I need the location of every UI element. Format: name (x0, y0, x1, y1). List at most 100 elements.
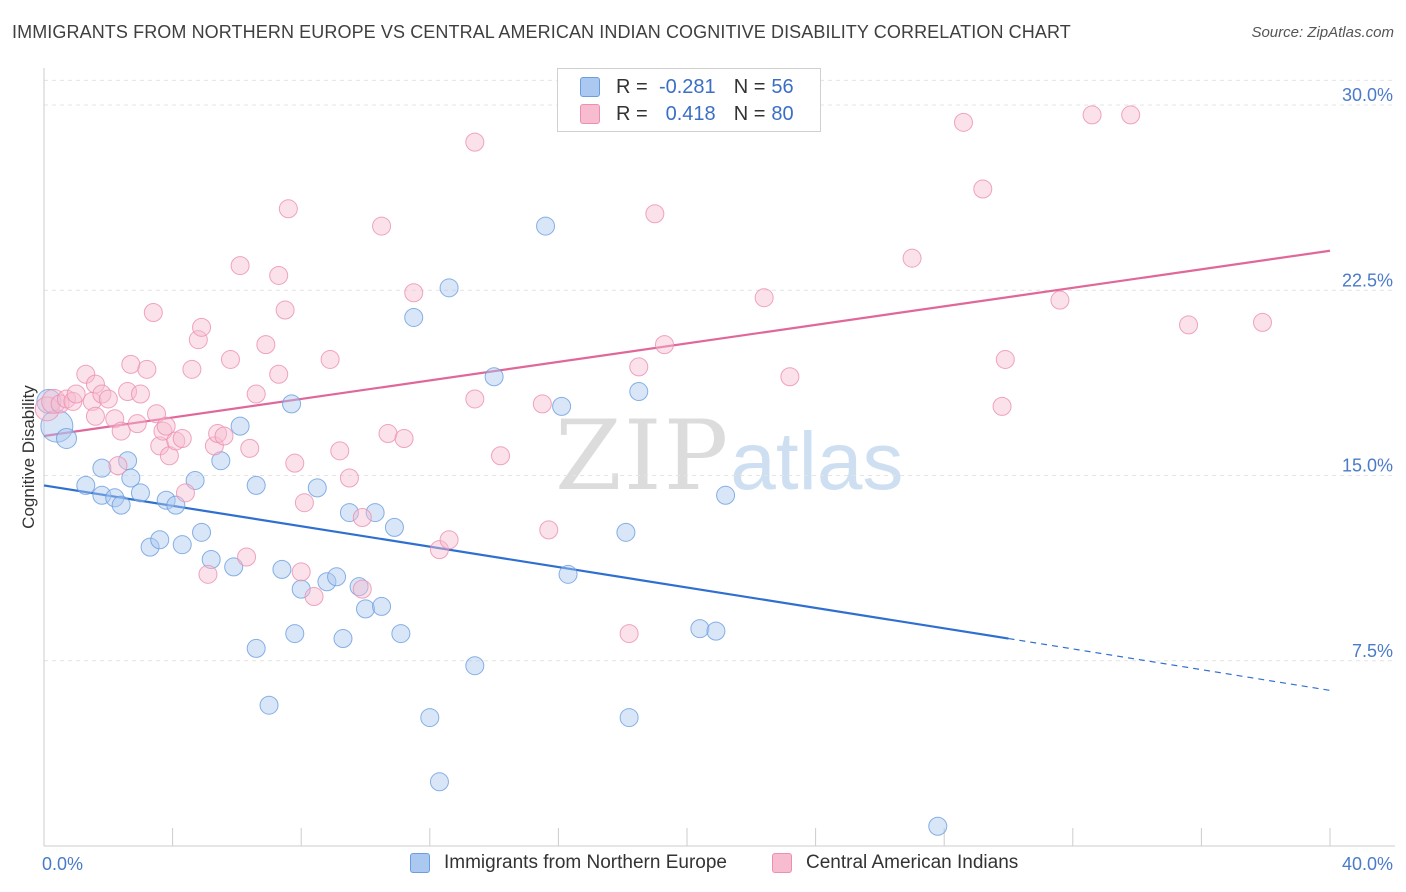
data-point (140, 537, 160, 557)
data-point (111, 495, 131, 515)
data-point (1082, 105, 1102, 125)
data-point (645, 204, 665, 224)
trend-line (43, 249, 1331, 438)
trend-lines (43, 249, 1331, 691)
data-point (690, 619, 710, 639)
data-point (111, 421, 131, 441)
data-point (372, 596, 392, 616)
data-point (121, 354, 141, 374)
data-point (285, 453, 305, 473)
data-point (356, 599, 375, 619)
data-point (1179, 315, 1199, 335)
data-point (629, 357, 649, 377)
data-point (92, 384, 112, 404)
data-point (391, 624, 411, 644)
legend-n-value: 80 (771, 102, 794, 125)
data-point (156, 416, 176, 436)
data-point (780, 367, 800, 387)
data-point (76, 364, 96, 384)
data-point (706, 621, 726, 641)
series-legend: Immigrants from Northern Europe Central … (0, 852, 1406, 878)
data-point (224, 557, 244, 577)
chart-title: IMMIGRANTS FROM NORTHERN EUROPE VS CENTR… (12, 22, 1071, 42)
data-point (352, 579, 372, 599)
data-point (98, 389, 118, 409)
trend-line-extension (1008, 637, 1331, 691)
data-point (384, 517, 404, 537)
data-point (150, 530, 170, 550)
data-point (558, 564, 578, 584)
data-point (995, 349, 1015, 369)
legend-swatch-central-american (580, 104, 600, 124)
data-point (616, 522, 636, 542)
data-point (1252, 312, 1272, 332)
axis-labels: 7.5% 15.0% 22.5% 30.0% 0.0% 40.0% Cognitive Di… (19, 85, 1393, 874)
trend-line (43, 484, 1009, 640)
data-point (105, 488, 125, 508)
legend-n-label: N = (733, 75, 766, 98)
data-point (654, 335, 674, 355)
data-point (1050, 290, 1070, 310)
data-point (291, 562, 311, 582)
data-point (172, 428, 192, 448)
data-point (121, 468, 141, 488)
data-point (92, 458, 112, 478)
legend-r-label: R = (616, 75, 648, 98)
data-point (156, 490, 176, 510)
data-point (269, 265, 289, 285)
data-point (992, 396, 1012, 416)
data-point (175, 483, 195, 503)
data-point (137, 359, 157, 379)
data-point (716, 485, 736, 505)
data-point (108, 456, 128, 476)
data-point (629, 382, 649, 402)
data-point (56, 427, 78, 449)
data-point (85, 406, 105, 426)
series-label-central-american: Central American Indians (806, 852, 1019, 873)
y-axis-label: Cognitive Disability (19, 385, 38, 529)
data-point (269, 364, 289, 384)
data-point (182, 359, 202, 379)
series-legend-central-american: Central American Indians (772, 852, 1018, 874)
y-tick-label: 15.0% (1342, 456, 1393, 476)
data-point (404, 307, 424, 327)
data-point (902, 248, 922, 268)
data-points (34, 105, 1272, 836)
data-point (619, 708, 639, 728)
data-point (246, 638, 266, 658)
data-point (953, 112, 973, 132)
data-point (230, 416, 250, 436)
data-point (246, 384, 266, 404)
legend-r-label: R = (616, 102, 648, 125)
data-point (130, 483, 150, 503)
data-point (256, 335, 276, 355)
series-swatch-central-american (772, 853, 792, 873)
correlation-legend: R = -0.281 N = 56 R = 0.418 N = 80 (557, 68, 821, 132)
data-point (484, 367, 504, 387)
watermark-atlas: atlas (730, 416, 904, 507)
data-point (754, 288, 774, 308)
axes (43, 68, 1395, 847)
data-point (330, 441, 350, 461)
data-point (76, 475, 96, 495)
legend-r-value: 0.418 (665, 102, 716, 125)
data-point (188, 330, 208, 350)
data-point (204, 436, 224, 456)
data-point (465, 389, 485, 409)
series-legend-northern-europe: Immigrants from Northern Europe (410, 852, 727, 874)
data-point (619, 624, 639, 644)
data-point (272, 559, 292, 579)
data-point (365, 503, 385, 523)
data-point (394, 428, 414, 448)
data-point (372, 216, 392, 236)
legend-row-central-american: R = 0.418 N = 80 (580, 101, 794, 127)
data-point (282, 394, 302, 414)
data-point (304, 587, 324, 607)
x-tick-label: 40.0% (1342, 854, 1393, 874)
data-point (465, 132, 485, 152)
data-point (491, 446, 511, 466)
data-point (552, 396, 572, 416)
y-tick-label: 7.5% (1352, 641, 1393, 661)
data-point (130, 384, 150, 404)
